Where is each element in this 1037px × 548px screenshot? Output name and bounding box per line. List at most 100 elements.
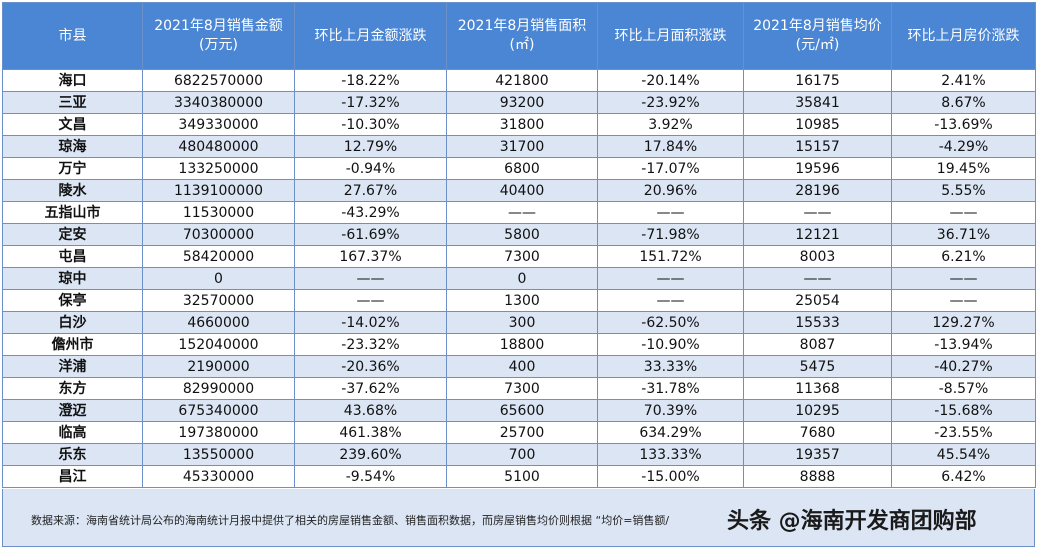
table-cell: 11368: [743, 377, 892, 400]
table-cell: 700: [446, 443, 598, 466]
table-cell: 12.79%: [294, 135, 447, 158]
data-source-note: 数据来源：海南省统计局公布的海南统计月报中提供了相关的房屋销售金额、销售面积数据…: [31, 514, 670, 527]
table-row: 陵水 1139100000 27.67% 40400 20.96% 28196 5.55%: [2, 179, 1036, 202]
table-cell: ——: [891, 201, 1036, 224]
table-cell: 70.39%: [597, 399, 744, 422]
table-cell: -23.55%: [891, 421, 1036, 444]
table-row: 儋州市 152040000 -23.32% 18800 -10.90% 8087 -13.9…: [2, 333, 1036, 356]
table-cell: 5475: [743, 355, 892, 378]
table-cell: 13550000: [142, 443, 295, 466]
table-cell: -17.32%: [294, 91, 447, 114]
table-cell: 133250000: [142, 157, 295, 180]
table-cell: 2.41%: [891, 69, 1036, 92]
table-cell: ——: [294, 267, 447, 290]
table-row: 乐东 13550000 239.60% 700 133.33% 19357 45.54%: [2, 443, 1036, 466]
table-cell: 93200: [446, 91, 598, 114]
city-name-cell: 洋浦: [2, 355, 143, 378]
column-header: 2021年8月销售金额 (万元): [142, 2, 295, 70]
table-row: 临高 197380000 461.38% 25700 634.29% 7680 -23.55…: [2, 421, 1036, 444]
table-cell: 10295: [743, 399, 892, 422]
city-name-cell: 东方: [2, 377, 143, 400]
table-cell: 300: [446, 311, 598, 334]
table-cell: -31.78%: [597, 377, 744, 400]
table-cell: 31700: [446, 135, 598, 158]
table-cell: 20.96%: [597, 179, 744, 202]
table-cell: 18800: [446, 333, 598, 356]
table-cell: 45.54%: [891, 443, 1036, 466]
table-cell: -20.14%: [597, 69, 744, 92]
table-cell: 6800: [446, 157, 598, 180]
city-name-cell: 澄迈: [2, 399, 143, 422]
table-cell: -62.50%: [597, 311, 744, 334]
table-cell: -43.29%: [294, 201, 447, 224]
table-cell: -40.27%: [891, 355, 1036, 378]
table-cell: ——: [597, 289, 744, 312]
table-cell: -0.94%: [294, 157, 447, 180]
table-cell: 133.33%: [597, 443, 744, 466]
table-cell: 40400: [446, 179, 598, 202]
table-cell: 461.38%: [294, 421, 447, 444]
city-name-cell: 临高: [2, 421, 143, 444]
watermark: 头条 @海南开发商团购部: [727, 509, 977, 534]
table-header-row: 市县 2021年8月销售金额 (万元) 环比上月金额涨跌 2021年8月销售面积 (㎡…: [2, 2, 1036, 70]
table-cell: 25054: [743, 289, 892, 312]
table-cell: 36.71%: [891, 223, 1036, 246]
table-cell: 6.42%: [891, 465, 1036, 488]
table-cell: 16175: [743, 69, 892, 92]
table-cell: 82990000: [142, 377, 295, 400]
table-cell: -13.94%: [891, 333, 1036, 356]
table-cell: 19596: [743, 157, 892, 180]
table-cell: 10985: [743, 113, 892, 136]
table-row: 屯昌 58420000 167.37% 7300 151.72% 8003 6.21%: [2, 245, 1036, 268]
table-cell: 8.67%: [891, 91, 1036, 114]
city-name-cell: 琼中: [2, 267, 143, 290]
city-name-cell: 万宁: [2, 157, 143, 180]
table-cell: 7300: [446, 377, 598, 400]
table-cell: 6.21%: [891, 245, 1036, 268]
table-cell: 151.72%: [597, 245, 744, 268]
column-header: 环比上月房价涨跌: [891, 2, 1036, 70]
table-row: 万宁 133250000 -0.94% 6800 -17.07% 19596 19.45%: [2, 157, 1036, 180]
table-cell: -17.07%: [597, 157, 744, 180]
table-cell: 32570000: [142, 289, 295, 312]
table-cell: -10.30%: [294, 113, 447, 136]
table-row: 洋浦 2190000 -20.36% 400 33.33% 5475 -40.27%: [2, 355, 1036, 378]
table-cell: -10.90%: [597, 333, 744, 356]
table-cell: -71.98%: [597, 223, 744, 246]
table-cell: -15.00%: [597, 465, 744, 488]
table-row: 定安 70300000 -61.69% 5800 -71.98% 12121 36.71%: [2, 223, 1036, 246]
table-cell: 58420000: [142, 245, 295, 268]
table-cell: 65600: [446, 399, 598, 422]
city-name-cell: 三亚: [2, 91, 143, 114]
column-header: 2021年8月销售均价 (元/㎡): [743, 2, 892, 70]
table-cell: 17.84%: [597, 135, 744, 158]
table-cell: 35841: [743, 91, 892, 114]
column-header: 环比上月金额涨跌: [294, 2, 447, 70]
table-cell: 28196: [743, 179, 892, 202]
table-cell: 3340380000: [142, 91, 295, 114]
city-name-cell: 海口: [2, 69, 143, 92]
column-header: 市县: [2, 2, 143, 70]
table-cell: 7300: [446, 245, 598, 268]
table-cell: 70300000: [142, 223, 295, 246]
table-cell: 129.27%: [891, 311, 1036, 334]
table-cell: 8003: [743, 245, 892, 268]
table-cell: 25700: [446, 421, 598, 444]
city-name-cell: 屯昌: [2, 245, 143, 268]
table-cell: 43.68%: [294, 399, 447, 422]
table-cell: -23.32%: [294, 333, 447, 356]
table-cell: 480480000: [142, 135, 295, 158]
table-cell: -20.36%: [294, 355, 447, 378]
table-cell: 1139100000: [142, 179, 295, 202]
city-name-cell: 保亭: [2, 289, 143, 312]
city-name-cell: 定安: [2, 223, 143, 246]
footer-note-bar: 数据来源：海南省统计局公布的海南统计月报中提供了相关的房屋销售金额、销售面积数据…: [2, 489, 1035, 547]
table-cell: 0: [142, 267, 295, 290]
table-row: 三亚 3340380000 -17.32% 93200 -23.92% 35841 8.67…: [2, 91, 1036, 114]
table-cell: ——: [743, 201, 892, 224]
table-row: 五指山市 11530000 -43.29% —— —— —— ——: [2, 201, 1036, 224]
table-cell: 3.92%: [597, 113, 744, 136]
city-name-cell: 白沙: [2, 311, 143, 334]
table-cell: ——: [446, 201, 598, 224]
table-cell: 197380000: [142, 421, 295, 444]
